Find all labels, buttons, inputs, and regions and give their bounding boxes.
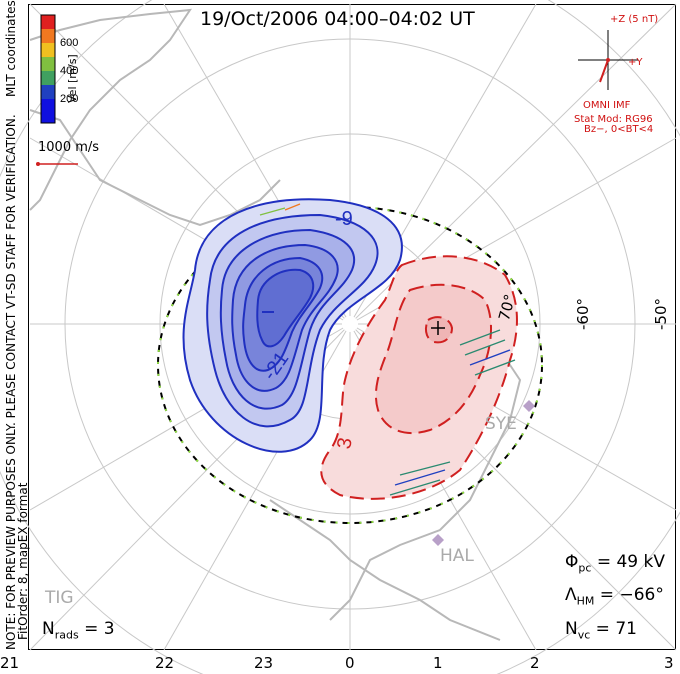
station-marker xyxy=(523,400,535,412)
contour-pos-6 xyxy=(374,283,492,435)
mlt-label: 23 xyxy=(254,654,274,672)
mlt-label: 21 xyxy=(0,654,20,672)
imf-y-label: +Y xyxy=(628,57,643,68)
colorbar-swatch xyxy=(41,71,55,85)
imf-source: OMNI IMF xyxy=(583,100,631,111)
mlt-label: 3 xyxy=(664,654,674,672)
vector xyxy=(389,479,441,496)
vector-count: Nvc = 71 xyxy=(565,619,637,642)
page-title: 19/Oct/2006 04:00–04:02 UT xyxy=(200,8,475,30)
coords-label: MLT coordinates xyxy=(4,0,18,97)
velocity-vectors xyxy=(259,203,516,496)
mlt-label: 2 xyxy=(530,654,540,672)
colorbar-tick: 600 xyxy=(60,37,79,49)
colorbar-swatch xyxy=(41,43,55,57)
imf-model: Stat Mod: RG96 xyxy=(574,114,653,125)
imf-clock-dial xyxy=(578,30,638,90)
vector xyxy=(394,469,446,486)
latitude-label: -60° xyxy=(574,298,592,330)
dusk-cell xyxy=(182,198,403,453)
station-marker xyxy=(432,534,444,546)
reference-vector-label: 1000 m/s xyxy=(38,140,100,155)
hm-boundary-latitude: ΛHM = −66° xyxy=(565,585,664,608)
vector xyxy=(459,329,501,346)
mlt-label: 1 xyxy=(433,654,443,672)
imf-condition: Bz−, 0<BT<4 xyxy=(584,124,654,135)
colorbar-tick: 200 xyxy=(60,93,79,105)
mlt-label: 0 xyxy=(345,654,355,672)
station-label: SYE xyxy=(485,414,517,434)
mlt-label: 22 xyxy=(155,654,175,672)
reference-vector-origin xyxy=(36,162,40,166)
dawn-cell xyxy=(320,255,518,500)
canada-coast xyxy=(29,109,281,227)
boundary-highlight xyxy=(157,206,543,524)
magnetic-pole-marker xyxy=(342,316,358,332)
colorbar-swatch xyxy=(41,99,55,123)
cross-polar-potential: Φpc = 49 kV xyxy=(565,552,665,575)
contour-label-hidden: 9 xyxy=(322,318,323,319)
vector xyxy=(284,203,301,211)
radar-count: Nrads = 3 xyxy=(42,619,115,642)
latitude-label: -50° xyxy=(652,298,670,330)
contour-neg-18 xyxy=(256,268,315,348)
fit-order-label: FitOrder: 8, mapEX format xyxy=(16,482,30,640)
contour-label: -9 xyxy=(335,208,353,230)
dawn-focus-marker xyxy=(431,321,445,335)
vector xyxy=(399,461,451,476)
imf-z-label: +Z (5 nT) xyxy=(610,14,659,25)
colorbar-tick: 400 xyxy=(60,65,79,77)
contour-pos-9 xyxy=(425,316,454,344)
vector xyxy=(259,207,286,216)
station-label: HAL xyxy=(440,546,474,566)
colorbar-outline xyxy=(40,14,56,124)
coastlines xyxy=(29,8,522,641)
velocity-colorbar xyxy=(40,14,56,124)
colorbar-swatch xyxy=(41,57,55,71)
colorbar-swatch xyxy=(41,85,55,99)
vector xyxy=(474,359,516,376)
station-markers xyxy=(432,400,535,546)
colorbar-swatch xyxy=(41,15,55,29)
plot-frame xyxy=(28,4,676,650)
imf-vector xyxy=(599,59,609,83)
greenland-coast xyxy=(29,8,193,211)
station-label: TIG xyxy=(45,588,74,608)
antarctic-coast xyxy=(329,349,522,621)
vector xyxy=(464,339,506,356)
peninsula-coast xyxy=(269,499,501,641)
vector xyxy=(469,349,511,366)
colorbar-swatch xyxy=(41,29,55,43)
